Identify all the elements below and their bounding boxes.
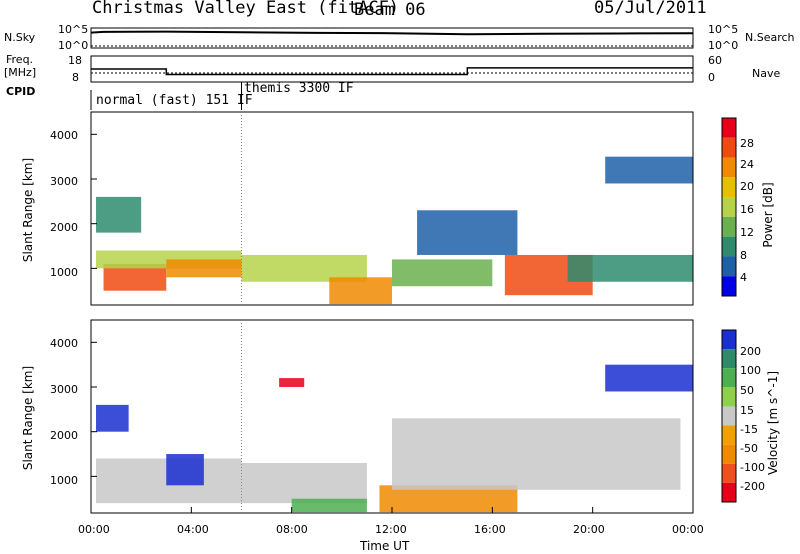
noise-ytick-bottom-left: 10^0 — [58, 39, 89, 52]
power-ytick-4000: 4000 — [50, 129, 78, 142]
cpid-mode-normal: normal (fast) 151 IF — [96, 93, 253, 108]
freq-line — [91, 67, 693, 76]
power-region-5 — [329, 277, 392, 305]
velocity-colorbar-cell-5 — [722, 425, 736, 445]
vel-ytick-1000: 1000 — [50, 474, 78, 487]
power-cbar-tick-24: 24 — [740, 158, 754, 171]
velocity-region-1 — [166, 454, 204, 486]
power-region-6 — [392, 259, 493, 287]
power-colorbar-cell-2 — [722, 157, 736, 178]
power-colorbar-cell-0 — [722, 118, 736, 138]
beam-label: Beam 06 — [354, 0, 426, 20]
power-cbar-tick-12: 12 — [740, 226, 754, 239]
velocity-colorbar-cell-0 — [722, 330, 736, 350]
vel-ytick-4000: 4000 — [50, 337, 78, 350]
velocity-colorbar-cell-2 — [722, 368, 736, 388]
power-colorbar-cell-4 — [722, 197, 736, 217]
power-colorbar-cell-3 — [722, 177, 736, 198]
power-region-2 — [96, 196, 142, 233]
noise-panel-frame — [90, 27, 694, 49]
freq-ytick-bottom: 8 — [72, 71, 79, 84]
velocity-colorbar-cell-7 — [722, 463, 736, 483]
power-region-9 — [605, 156, 693, 184]
vel-cbar-tick-neg200: -200 — [740, 480, 765, 493]
power-colorbar-cell-6 — [722, 236, 736, 257]
power-panel-frame — [90, 111, 694, 306]
cpid-label: CPID — [6, 85, 36, 98]
power-cbar-tick-4: 4 — [740, 271, 747, 284]
date-label: 05/Jul/2011 — [594, 0, 707, 18]
velocity-colorbar-cell-4 — [722, 406, 736, 426]
velocity-region-7 — [605, 364, 693, 392]
nave-label: Nave — [752, 67, 781, 80]
freq-unit-label: [MHz] — [4, 66, 37, 79]
power-colorbar-cell-1 — [722, 137, 736, 158]
velocity-region-3 — [241, 462, 367, 504]
velocity-colorbar-cell-1 — [722, 349, 736, 369]
power-ytick-3000: 3000 — [50, 175, 78, 188]
xtick-1600: 16:00 — [474, 523, 506, 536]
velocity-region-8 — [279, 378, 305, 388]
velocity-colorbar-frame — [721, 329, 737, 503]
vel-cbar-tick-neg100: -100 — [740, 461, 765, 474]
vel-ytick-2000: 2000 — [50, 429, 78, 442]
noise-ytick-top-right: 10^5 — [708, 23, 739, 36]
power-colorbar-frame — [721, 117, 737, 297]
vel-cbar-tick-200: 200 — [740, 345, 761, 358]
freq-ytick-top: 18 — [68, 54, 82, 67]
power-cbar-tick-20: 20 — [740, 180, 754, 193]
power-colorbar-cell-8 — [722, 276, 736, 296]
xtick-0800: 08:00 — [276, 523, 308, 536]
power-cbar-tick-8: 8 — [740, 249, 747, 262]
freq-label: Freq. — [6, 53, 34, 66]
power-cbar-tick-28: 28 — [740, 137, 754, 150]
station-title: Christmas Valley East (fitACF) — [92, 0, 400, 18]
vel-cbar-tick-100: 100 — [740, 364, 761, 377]
vel-ytick-3000: 3000 — [50, 383, 78, 396]
cpid-mode-themis: themis 3300 IF — [244, 81, 354, 96]
vel-cbar-tick-15: 15 — [740, 404, 754, 417]
noise-line — [90, 30, 694, 36]
nave-ytick-top: 60 — [708, 54, 722, 67]
vel-cbar-tick-neg50: -50 — [740, 442, 758, 455]
nave-ytick-bottom: 0 — [708, 71, 715, 84]
power-ytick-2000: 2000 — [50, 221, 78, 234]
power-region-8 — [567, 254, 693, 282]
xtick-0000: 00:00 — [78, 523, 110, 536]
power-cbar-tick-16: 16 — [740, 203, 754, 216]
vel-cbar-tick-neg15: -15 — [740, 423, 758, 436]
x-axis-label: Time UT — [360, 539, 410, 553]
power-colorbar-cell-7 — [722, 256, 736, 277]
noise-ytick-top-left: 10^5 — [58, 23, 89, 36]
power-region-3 — [166, 259, 242, 278]
noise-ytick-bottom-right: 10^0 — [708, 39, 739, 52]
xtick-0400: 04:00 — [177, 523, 209, 536]
xtick-2400: 00:00 — [672, 523, 704, 536]
nsearch-label: N.Search — [745, 31, 795, 44]
velocity-colorbar-cell-3 — [722, 387, 736, 407]
xtick-1200: 12:00 — [375, 523, 407, 536]
velocity-colorbar-cell-8 — [722, 482, 736, 502]
vel-cbar-tick-50: 50 — [740, 384, 754, 397]
velocity-region-4 — [291, 498, 367, 513]
velocity-region-2 — [96, 404, 129, 432]
freq-panel-frame — [90, 55, 694, 83]
power-region-10 — [417, 210, 518, 255]
velocity-region-6 — [392, 418, 681, 490]
nsky-label: N.Sky — [4, 31, 36, 44]
velocity-colorbar-cell-6 — [722, 444, 736, 464]
power-colorbar-cell-5 — [722, 216, 736, 237]
power-ytick-1000: 1000 — [50, 266, 78, 279]
xtick-2000: 20:00 — [573, 523, 605, 536]
